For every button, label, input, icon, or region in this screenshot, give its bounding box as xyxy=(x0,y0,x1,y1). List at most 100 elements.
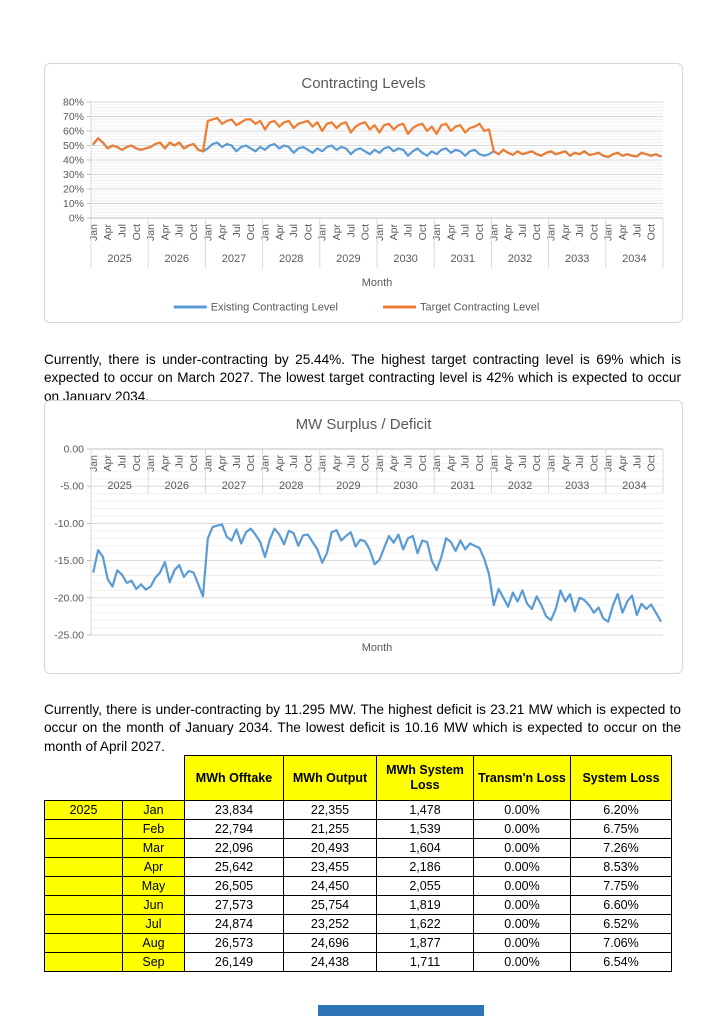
month-tick-label: Jan xyxy=(317,224,329,241)
month-tick-label: Oct xyxy=(588,224,600,240)
month-tick-label: Oct xyxy=(188,455,200,471)
y-tick-label: 60% xyxy=(63,126,84,138)
value-cell: 6.52% xyxy=(570,914,672,934)
month-cell: Jan xyxy=(122,800,185,820)
month-tick-label: Apr xyxy=(388,455,400,472)
value-cell: 8.53% xyxy=(570,857,672,877)
year-label: 2026 xyxy=(165,253,189,265)
value-cell: 2,186 xyxy=(376,857,474,877)
month-cell: Jul xyxy=(122,914,185,934)
year-label: 2034 xyxy=(622,253,646,265)
month-tick-label: Oct xyxy=(302,224,314,240)
value-cell: 1,478 xyxy=(376,800,474,820)
month-cell: Jun xyxy=(122,895,185,915)
month-tick-label: Jul xyxy=(231,455,243,468)
value-cell: 0.00% xyxy=(473,800,571,820)
month-tick-label: Apr xyxy=(617,455,629,472)
month-tick-label: Oct xyxy=(245,455,257,471)
year-label: 2028 xyxy=(279,253,303,265)
month-tick-label: Jan xyxy=(603,224,615,241)
month-tick-label: Jul xyxy=(345,455,357,468)
month-tick-label: Jul xyxy=(460,224,472,237)
value-cell: 22,794 xyxy=(184,819,284,839)
year-cell: 2025 xyxy=(44,800,123,820)
column-header: MWh Output xyxy=(283,755,377,801)
month-tick-label: Jul xyxy=(403,224,415,237)
month-tick-label: Apr xyxy=(503,455,515,472)
month-tick-label: Oct xyxy=(474,455,486,471)
column-header: Transm'n Loss xyxy=(473,755,571,801)
year-label: 2033 xyxy=(565,253,589,265)
y-tick-label: 40% xyxy=(63,155,84,167)
month-tick-label: Jan xyxy=(145,455,157,472)
year-label: 2031 xyxy=(451,480,475,492)
month-tick-label: Apr xyxy=(445,224,457,241)
month-tick-label: Jan xyxy=(88,224,100,241)
month-tick-label: Jan xyxy=(431,455,443,472)
deficit-summary-paragraph: Currently, there is under-contracting by… xyxy=(44,701,681,754)
y-tick-label: 20% xyxy=(63,184,84,196)
y-tick-label: 10% xyxy=(63,198,84,210)
value-cell: 26,505 xyxy=(184,876,284,896)
month-tick-label: Oct xyxy=(588,455,600,471)
table-row: 2025 Jan 23,834 22,355 1,478 0.00% 6.20% xyxy=(44,800,672,820)
value-cell: 0.00% xyxy=(473,933,571,953)
year-cell xyxy=(44,819,123,839)
month-tick-label: Oct xyxy=(531,455,543,471)
next-page-fragment-bar xyxy=(318,1005,484,1016)
year-label: 2027 xyxy=(222,480,246,492)
month-tick-label: Jul xyxy=(574,224,586,237)
month-tick-label: Jan xyxy=(431,224,443,241)
table-row: Jun 27,573 25,754 1,819 0.00% 6.60% xyxy=(44,895,672,915)
y-tick-label: 30% xyxy=(63,169,84,181)
month-tick-label: Oct xyxy=(531,224,543,240)
month-tick-label: Oct xyxy=(417,455,429,471)
y-axis: 0% 10% 20% 30% 40% 50% 60% 70% 80% xyxy=(63,97,92,225)
month-tick-label: Jan xyxy=(202,224,214,241)
column-header: MWh System Loss xyxy=(376,755,474,801)
month-cell: Apr xyxy=(122,857,185,877)
value-cell: 21,255 xyxy=(283,819,377,839)
year-cell xyxy=(44,895,123,915)
value-cell: 6.60% xyxy=(570,895,672,915)
month-tick-label: Apr xyxy=(102,455,114,472)
year-label: 2025 xyxy=(107,253,131,265)
value-cell: 0.00% xyxy=(473,914,571,934)
month-tick-label: Apr xyxy=(617,224,629,241)
y-tick-label: -5.00 xyxy=(60,481,84,493)
month-tick-label: Apr xyxy=(274,224,286,241)
table-row: Aug 26,573 24,696 1,877 0.00% 7.06% xyxy=(44,933,672,953)
month-tick-label: Apr xyxy=(331,455,343,472)
month-cell: Aug xyxy=(122,933,185,953)
y-tick-label: -25.00 xyxy=(54,630,84,642)
month-tick-label: Jul xyxy=(517,455,529,468)
value-cell: 0.00% xyxy=(473,952,571,972)
table-row: Jul 24,874 23,252 1,622 0.00% 6.52% xyxy=(44,914,672,934)
contracting-levels-chart: 0% 10% 20% 30% 40% 50% 60% 70% 80% Jan Apr Jul Oct 20… xyxy=(44,63,683,323)
value-cell: 25,754 xyxy=(283,895,377,915)
month-tick-label: Oct xyxy=(646,455,658,471)
month-tick-label: Oct xyxy=(245,224,257,240)
value-cell: 1,604 xyxy=(376,838,474,858)
month-tick-label: Oct xyxy=(131,455,143,471)
year-cell xyxy=(44,876,123,896)
value-cell: 1,819 xyxy=(376,895,474,915)
loss-table-body: 2025 Jan 23,834 22,355 1,478 0.00% 6.20% Feb 22,… xyxy=(44,800,672,972)
year-label: 2030 xyxy=(393,480,417,492)
month-tick-label: Jan xyxy=(374,224,386,241)
y-tick-label: 0.00 xyxy=(64,444,85,456)
y-tick-label: 50% xyxy=(63,140,84,152)
value-cell: 6.75% xyxy=(570,819,672,839)
month-tick-label: Jul xyxy=(345,224,357,237)
year-label: 2029 xyxy=(336,253,360,265)
value-cell: 22,355 xyxy=(283,800,377,820)
month-tick-label: Jan xyxy=(317,455,329,472)
value-cell: 24,696 xyxy=(283,933,377,953)
legend: Existing Contracting Level Target Contrac… xyxy=(173,302,539,314)
mw-surplus-deficit-chart: 0.00 -5.00 -10.00 -15.00 -20.00 -25.00 Jan Apr J… xyxy=(44,400,683,674)
year-cell xyxy=(44,952,123,972)
contracting-levels-chart-svg: 0%10%20%30%40%50%60%70%80%Jan Apr Jul Oct20… xyxy=(63,75,664,314)
month-tick-label: Jul xyxy=(517,224,529,237)
month-cell: Feb xyxy=(122,819,185,839)
